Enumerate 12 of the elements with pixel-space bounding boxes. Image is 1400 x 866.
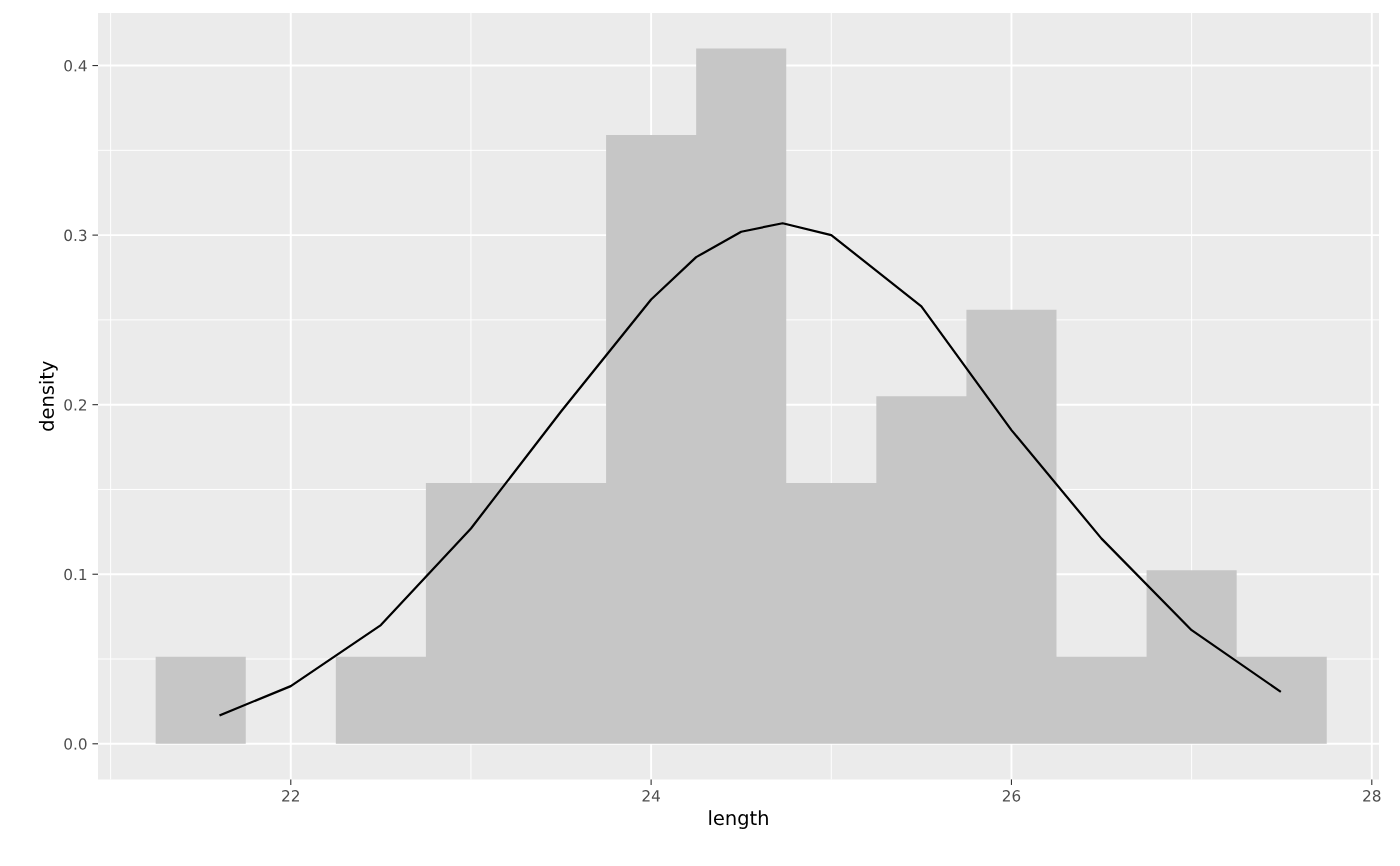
x-axis-title: length (709, 810, 768, 829)
y-tick-label: 0.1 (64, 568, 87, 581)
x-tick-label: 22 (282, 790, 299, 802)
x-tick-label: 24 (642, 790, 660, 802)
y-axis-title: density (38, 361, 58, 431)
y-tick-label: 0.4 (64, 60, 87, 72)
y-tick-label: 0.0 (64, 738, 87, 750)
y-tick-label: 0.3 (64, 229, 87, 242)
x-tick-label: 28 (1363, 790, 1381, 802)
y-tick-label: 0.2 (64, 399, 87, 411)
x-tick-label: 26 (1002, 790, 1021, 802)
line-series (219, 222, 1282, 717)
